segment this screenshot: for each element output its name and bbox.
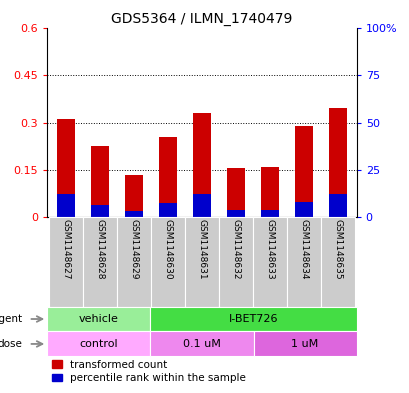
Bar [286, 217, 320, 307]
Text: GSM1148630: GSM1148630 [163, 219, 172, 280]
Bar [253, 331, 356, 356]
Text: vehicle: vehicle [79, 314, 118, 324]
Bar [56, 119, 75, 217]
Bar [252, 217, 286, 307]
Bar [294, 126, 312, 217]
Text: GSM1148629: GSM1148629 [129, 219, 138, 280]
Bar [218, 217, 252, 307]
Text: GSM1148628: GSM1148628 [95, 219, 104, 280]
Text: GSM1148632: GSM1148632 [231, 219, 240, 280]
Bar [192, 194, 211, 217]
Bar [124, 211, 143, 217]
Bar [117, 217, 151, 307]
Bar [260, 167, 279, 217]
Bar [158, 203, 177, 217]
Bar [320, 217, 354, 307]
Text: GSM1148635: GSM1148635 [333, 219, 342, 280]
Bar [260, 209, 279, 217]
Bar [150, 307, 356, 331]
Bar [158, 137, 177, 217]
Bar [90, 146, 109, 217]
Bar [328, 108, 346, 217]
Bar [90, 205, 109, 217]
Bar [192, 113, 211, 217]
Bar [49, 217, 83, 307]
Bar [184, 217, 218, 307]
Text: 0.1 uM: 0.1 uM [182, 339, 220, 349]
Text: control: control [79, 339, 118, 349]
Bar [226, 209, 245, 217]
Legend: transformed count, percentile rank within the sample: transformed count, percentile rank withi… [52, 360, 245, 383]
Title: GDS5364 / ILMN_1740479: GDS5364 / ILMN_1740479 [111, 13, 292, 26]
Text: GSM1148634: GSM1148634 [299, 219, 308, 280]
Bar [124, 175, 143, 217]
Bar [226, 169, 245, 217]
Text: dose: dose [0, 339, 22, 349]
Text: 1 uM: 1 uM [291, 339, 318, 349]
Text: I-BET726: I-BET726 [228, 314, 278, 324]
Bar [150, 331, 253, 356]
Text: GSM1148627: GSM1148627 [61, 219, 70, 280]
Bar [47, 307, 150, 331]
Bar [83, 217, 117, 307]
Text: GSM1148633: GSM1148633 [265, 219, 274, 280]
Bar [151, 217, 184, 307]
Bar [47, 331, 150, 356]
Text: GSM1148631: GSM1148631 [197, 219, 206, 280]
Bar [294, 202, 312, 217]
Text: agent: agent [0, 314, 22, 324]
Bar [328, 194, 346, 217]
Bar [56, 194, 75, 217]
